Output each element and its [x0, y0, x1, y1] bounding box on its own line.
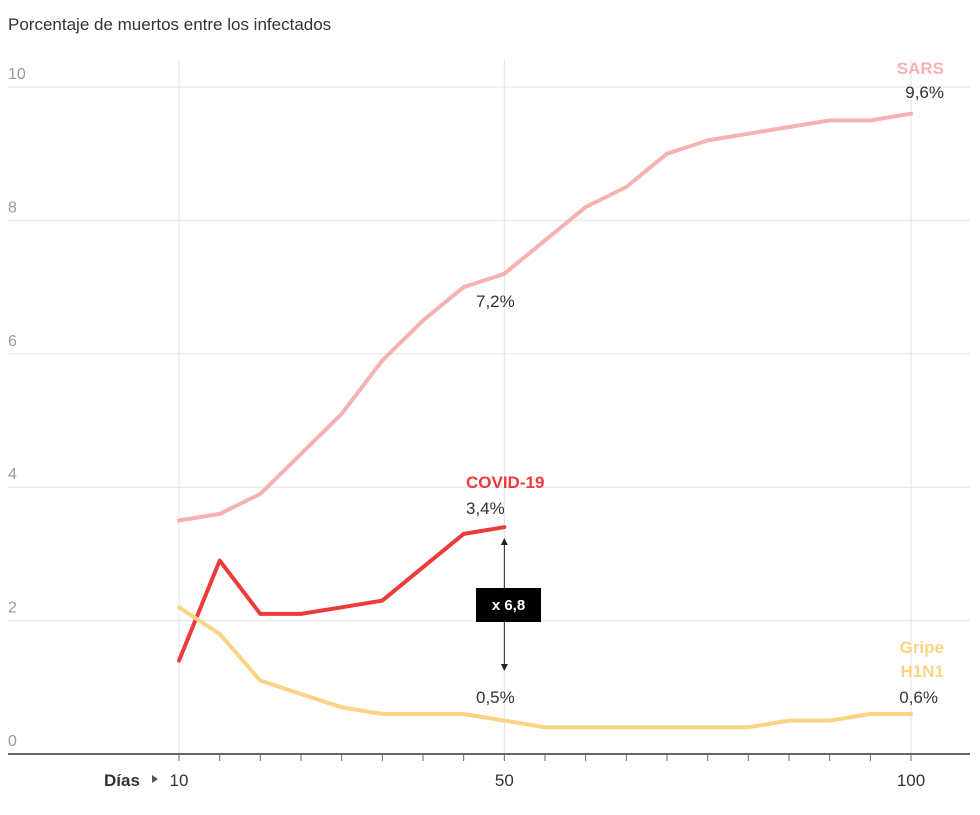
x-axis: 10 50 100: [8, 753, 970, 790]
value-label: 7,2%: [476, 292, 515, 311]
series-line-gripe-h1n1: [177, 605, 913, 730]
y-tick-label: 10: [8, 66, 26, 83]
gridlines: [8, 60, 970, 754]
y-tick-label: 0: [8, 733, 17, 750]
value-label: 0,5%: [476, 688, 515, 707]
y-tick-label: 4: [8, 466, 17, 483]
y-tick-labels: 0 2 4 6 8 10: [8, 66, 26, 750]
x-axis-label-pointer-icon: [152, 775, 158, 783]
y-tick-label: 2: [8, 600, 17, 617]
value-label: 3,4%: [466, 499, 505, 518]
ratio-box: [476, 588, 541, 622]
arrow-down-icon: [500, 664, 508, 671]
series-label-covid-19: COVID-19: [466, 473, 544, 492]
series-label-sars: SARS: [897, 59, 944, 78]
annotations: SARS COVID-19 Gripe H1N1 9,6% 7,2% 3,4% 0,5% 0,6…: [466, 59, 944, 707]
x-axis-label: Días: [104, 771, 140, 790]
series-line-sars: [177, 111, 913, 523]
series-label-gripe-h1n1-line1: Gripe: [900, 638, 944, 657]
y-tick-label: 8: [8, 199, 17, 216]
series-lines: [177, 111, 913, 730]
series-label-gripe-h1n1-line2: H1N1: [901, 662, 944, 681]
arrow-up-icon: [500, 538, 508, 545]
x-tick-label: 50: [495, 771, 514, 790]
x-tick-label: 10: [170, 771, 189, 790]
chart-subtitle: Porcentaje de muertos entre los infectad…: [8, 15, 331, 34]
y-tick-label: 6: [8, 333, 17, 350]
value-label: 9,6%: [905, 83, 944, 102]
ratio-label: x 6,8: [492, 597, 525, 614]
x-tick-label: 100: [897, 771, 925, 790]
series-line-covid-19: [177, 525, 507, 663]
value-label: 0,6%: [899, 688, 938, 707]
